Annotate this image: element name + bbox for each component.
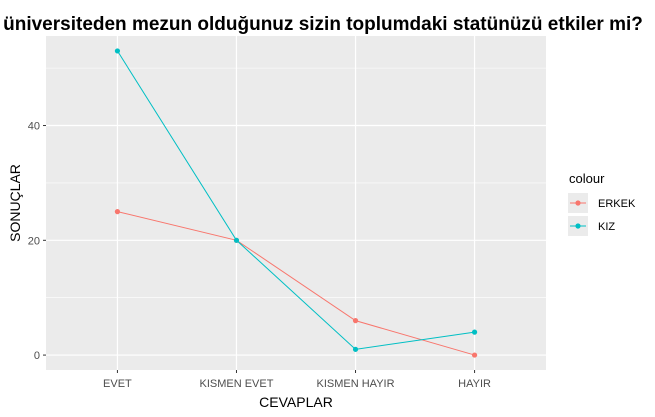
- data-point-erkek: [352, 318, 359, 324]
- series-line-kiz: [117, 50, 475, 350]
- data-point-kiz: [114, 48, 121, 54]
- data-point-kiz: [233, 237, 240, 243]
- series-layer: [114, 48, 478, 358]
- x-axis-title: CEVAPLAR: [259, 394, 333, 410]
- legend-label-kiz: KIZ: [598, 221, 615, 233]
- data-point-erkek: [114, 209, 121, 215]
- x-tick-label: EVET: [103, 378, 132, 390]
- legend-title: colour: [569, 171, 605, 186]
- chart-title: üniversiteden mezun olduğunuz sizin topl…: [3, 14, 643, 35]
- y-tick-label: 0: [34, 350, 40, 362]
- plot-panel: [46, 36, 546, 370]
- legend-point-kiz: [575, 223, 581, 229]
- axes: 0 20 40 EVET KISMEN EVET KISMEN HAYIR HAYIR: [28, 121, 491, 390]
- legend-point-erkek: [575, 200, 581, 206]
- y-axis-title: SONUÇLAR: [7, 164, 23, 242]
- x-tick-label: KISMEN HAYIR: [317, 378, 395, 390]
- grid: [46, 36, 546, 370]
- data-point-erkek: [471, 352, 478, 358]
- x-tick-label: HAYIR: [458, 378, 491, 390]
- y-tick-label: 40: [28, 121, 40, 133]
- x-tick-label: KISMEN EVET: [199, 378, 273, 390]
- legend: colour ERKEK KIZ: [568, 171, 636, 236]
- series-line-erkek: [117, 211, 475, 356]
- data-point-kiz: [352, 346, 359, 352]
- y-tick-label: 20: [28, 235, 40, 247]
- legend-label-erkek: ERKEK: [598, 198, 636, 210]
- data-point-kiz: [471, 329, 478, 335]
